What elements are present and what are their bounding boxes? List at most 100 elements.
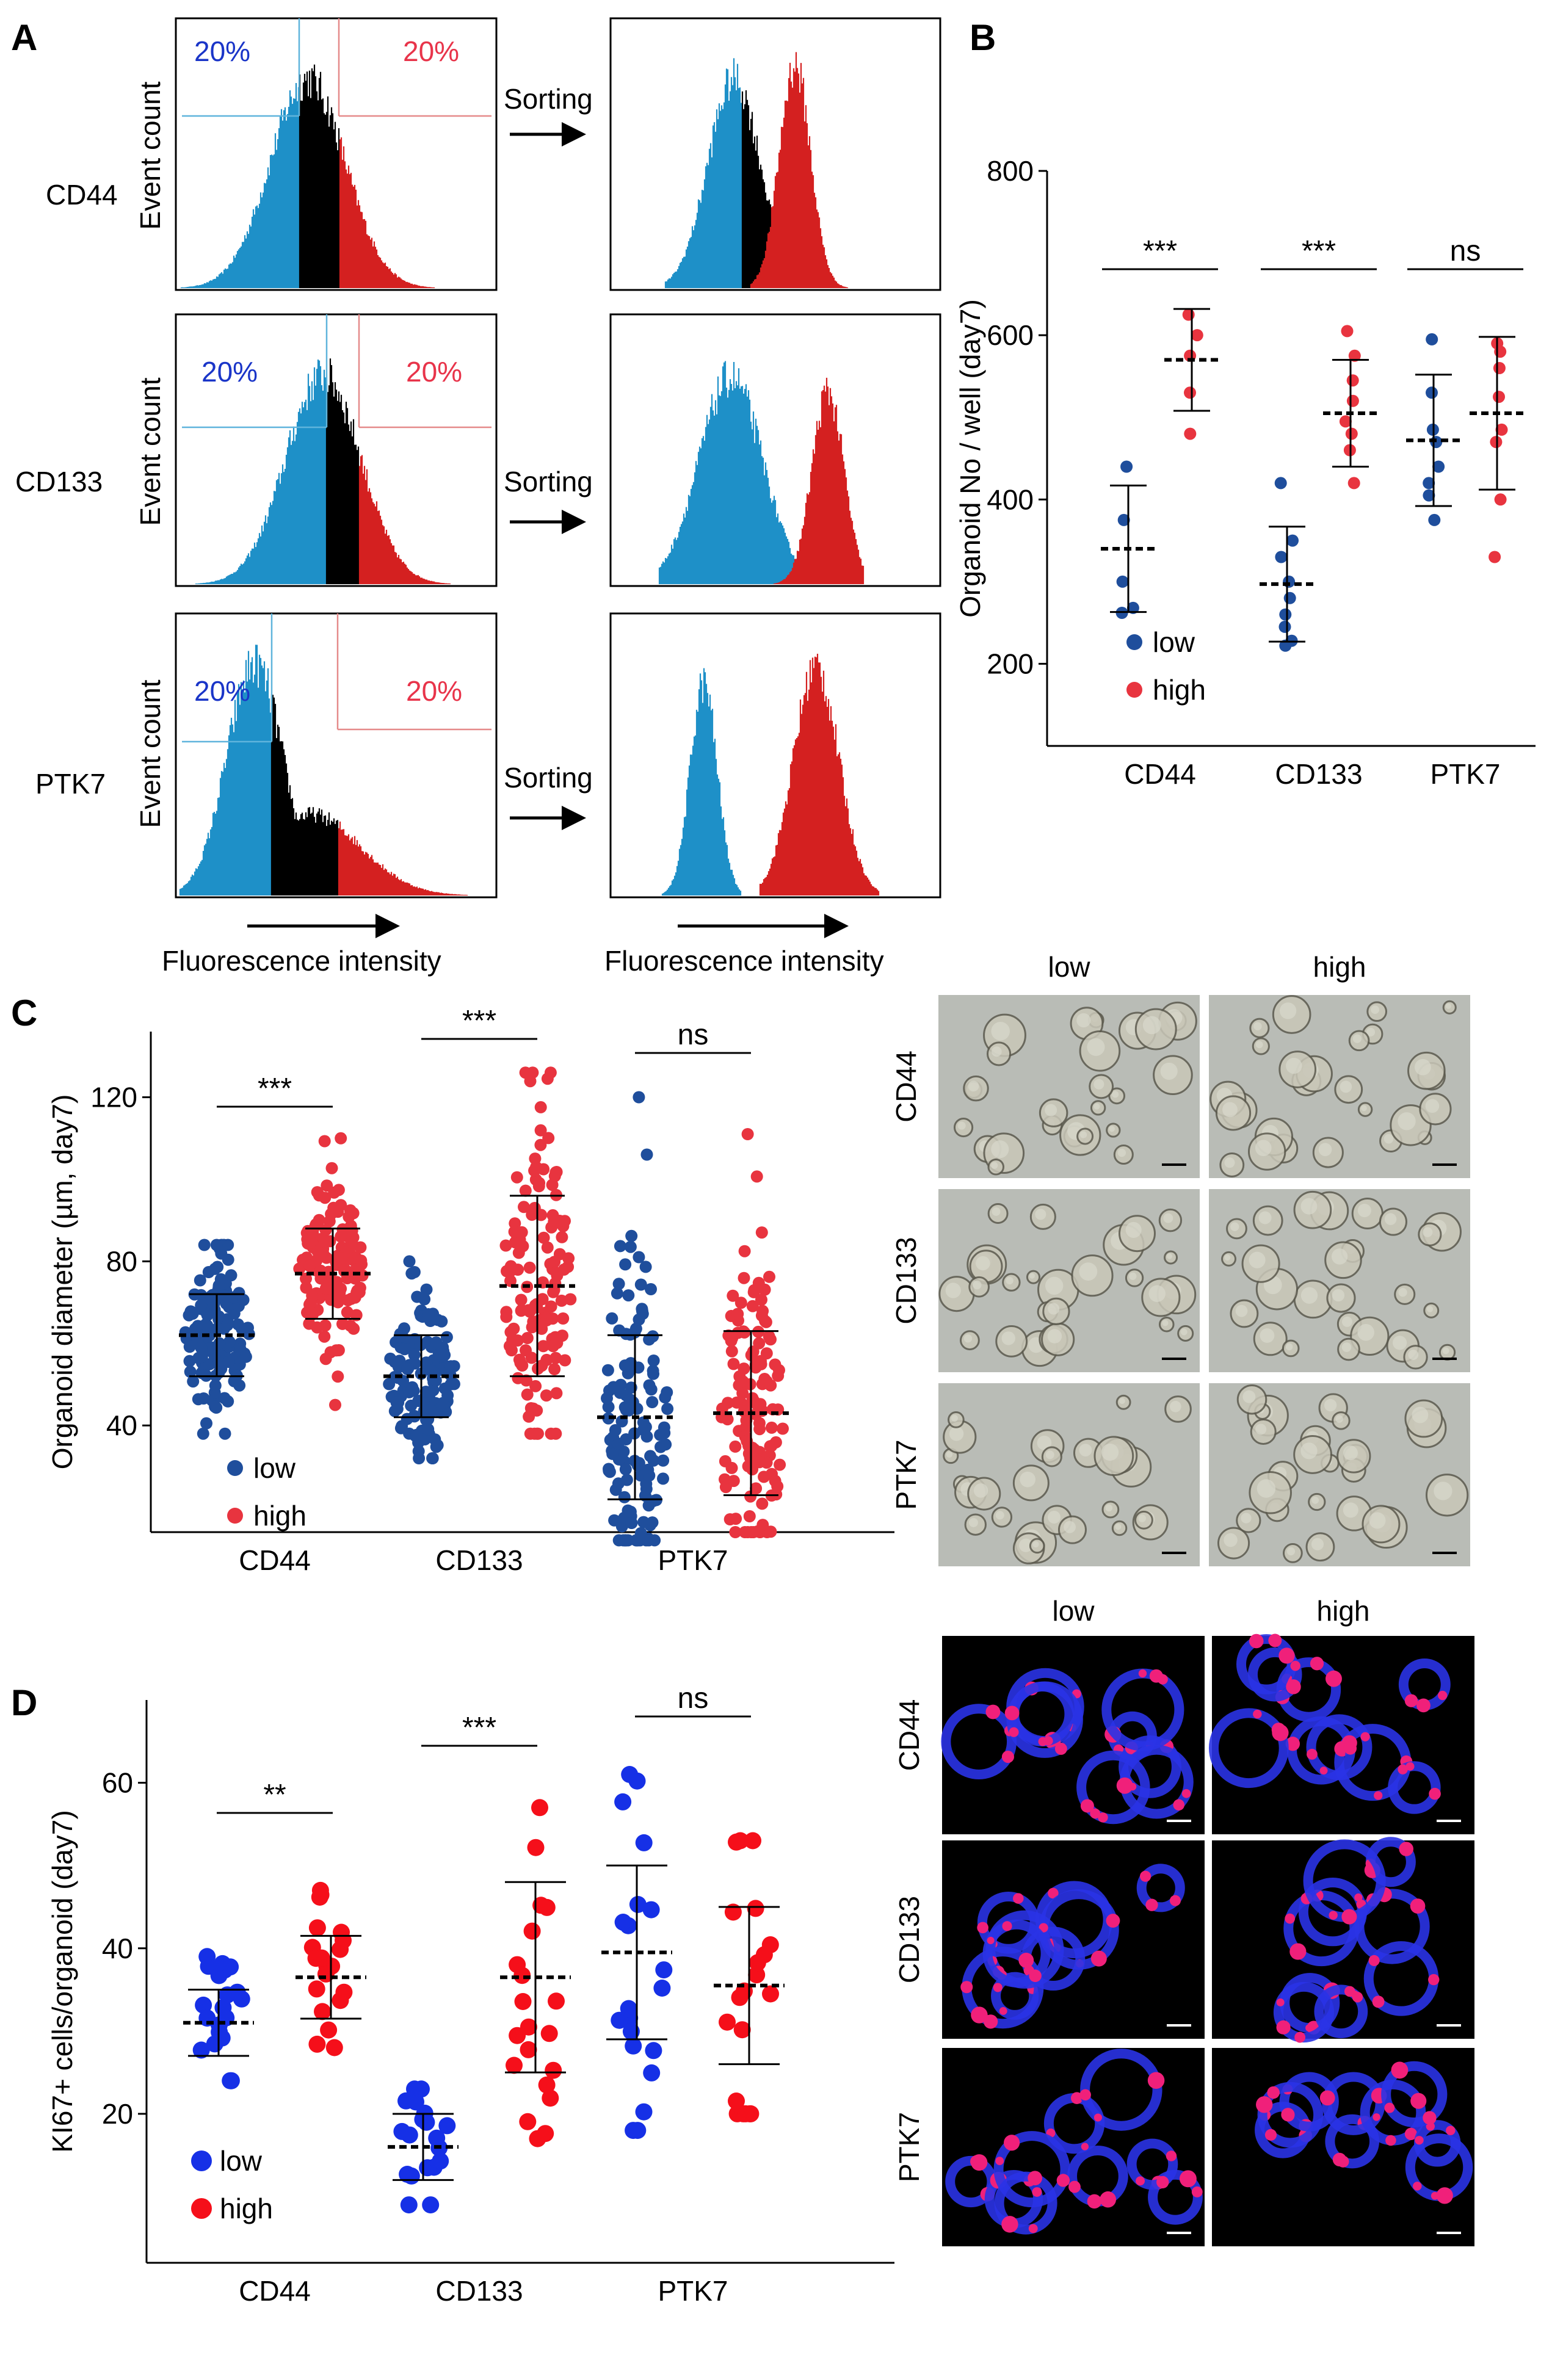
ki67-positive-cell — [1253, 1709, 1262, 1719]
data-point — [219, 1427, 231, 1440]
data-point — [506, 1344, 518, 1357]
y-tick-label: 80 — [106, 1245, 137, 1277]
data-point — [727, 1289, 739, 1302]
organoid-lumen — [1258, 1211, 1272, 1224]
organoid-lumen — [1160, 1062, 1178, 1080]
data-point — [330, 1256, 343, 1268]
micrograph-cd44-low — [938, 995, 1200, 1178]
organoid-nuclei — [1314, 1984, 1368, 2039]
ki67-positive-cell — [1415, 2136, 1424, 2145]
data-point — [336, 1317, 349, 1330]
data-point — [546, 1340, 559, 1353]
micrograph-cd133-high — [1209, 1189, 1470, 1372]
y-tick-label: 200 — [987, 648, 1034, 679]
data-point — [540, 1353, 553, 1366]
series-high-cd44 — [293, 1132, 369, 1411]
data-point — [413, 1452, 426, 1464]
data-point — [512, 1237, 525, 1250]
data-point — [531, 1799, 548, 1817]
micrograph-cd133-high — [1212, 1837, 1474, 2043]
data-point — [1275, 551, 1288, 563]
data-point — [194, 1274, 206, 1287]
data-point — [332, 1370, 344, 1383]
organoid-lumen — [1335, 1415, 1343, 1423]
data-point — [719, 1455, 731, 1467]
data-point — [623, 1394, 636, 1406]
organoid-lumen — [949, 1427, 964, 1441]
data-point — [753, 1337, 766, 1350]
data-point — [625, 1517, 638, 1529]
series-low-cd133 — [383, 1255, 460, 1464]
data-point — [738, 1271, 750, 1284]
data-point — [1279, 639, 1292, 652]
data-point — [537, 1163, 550, 1176]
sorting-label: Sorting — [504, 466, 593, 497]
data-point — [739, 1526, 752, 1538]
data-point — [1432, 460, 1445, 473]
data-point — [429, 1433, 441, 1446]
organoid-lumen — [1163, 1213, 1173, 1223]
x-tick-label-ptk7: PTK7 — [658, 2275, 728, 2307]
organoid-lumen — [1170, 1400, 1181, 1412]
data-point — [1184, 386, 1196, 399]
ki67-positive-cell — [1081, 2143, 1089, 2150]
legend-label-low: low — [253, 1452, 296, 1484]
data-point — [526, 1209, 539, 1221]
data-point — [187, 1375, 200, 1388]
data-point — [420, 1283, 433, 1296]
organoid-lumen — [1361, 1105, 1367, 1112]
data-point — [319, 1353, 332, 1365]
data-point — [184, 1305, 197, 1318]
histogram — [658, 361, 818, 584]
data-point — [308, 1919, 326, 1937]
x-tick-label-cd44: CD44 — [239, 1544, 311, 1576]
ki67-positive-cell — [1136, 2176, 1145, 2186]
data-point — [731, 1989, 749, 2006]
y-tick-label: 40 — [106, 1409, 137, 1441]
data-point — [719, 1481, 732, 1494]
data-point — [661, 1403, 674, 1415]
hist-frame-cd133-pre — [175, 313, 498, 587]
organoid-nuclei — [994, 2171, 1057, 2235]
organoid-lumen — [1115, 1524, 1122, 1530]
data-point — [401, 1363, 414, 1375]
data-point — [624, 1505, 637, 1518]
data-point — [612, 1437, 625, 1450]
data-point — [602, 1412, 615, 1425]
data-point — [614, 1914, 632, 1931]
data-point — [311, 1245, 324, 1257]
ki67-positive-cell — [1374, 1791, 1383, 1800]
ki67-positive-cell — [1002, 1921, 1012, 1931]
organoid-nuclei — [1276, 1657, 1341, 1722]
legend-marker-high — [191, 2198, 212, 2219]
data-point — [300, 1272, 312, 1285]
ki67-positive-cell — [1325, 1670, 1342, 1687]
ki67-positive-cell — [984, 2014, 998, 2029]
data-point — [746, 1463, 759, 1476]
organoid-lumen — [1142, 1016, 1161, 1035]
organoid-lumen — [992, 1207, 1001, 1216]
data-point — [195, 1342, 208, 1354]
histogram-high-region — [358, 455, 451, 584]
ki67-positive-cell — [1344, 1986, 1355, 1997]
histogram-low-region — [195, 360, 327, 584]
data-point — [212, 1310, 225, 1323]
organoid-lumen — [1393, 1336, 1407, 1350]
series-high-cd44 — [1182, 308, 1203, 440]
data-point — [202, 1266, 215, 1278]
data-point — [303, 1259, 316, 1272]
organoid-lumen — [1148, 1285, 1166, 1303]
data-point — [520, 1344, 532, 1357]
panel-d-letter: D — [11, 1682, 37, 1723]
micrograph-cd44-high — [1208, 1633, 1474, 1834]
data-point — [647, 1367, 659, 1380]
legend-marker-low — [227, 1460, 243, 1476]
data-point — [529, 1380, 542, 1392]
ki67-positive-cell — [1039, 1923, 1048, 1933]
data-point — [418, 1293, 431, 1306]
data-point — [355, 1254, 368, 1267]
ki67-positive-cell — [1344, 1910, 1357, 1923]
ki67-positive-cell — [987, 1936, 995, 1945]
data-point — [1490, 436, 1503, 449]
